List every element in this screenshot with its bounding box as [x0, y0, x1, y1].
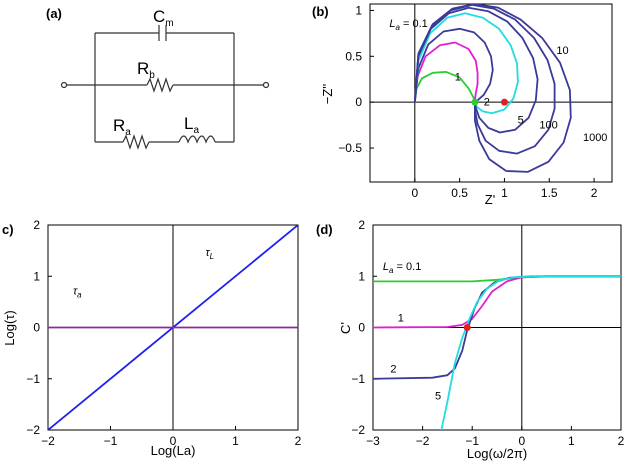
y-tick-label: −2: [26, 423, 40, 437]
label-ra: Ra: [113, 116, 131, 138]
y-tick-label: 0: [33, 321, 40, 335]
x-tick-label: 2: [295, 434, 302, 448]
y-tick-label: 2: [33, 218, 40, 232]
curve-label: 10: [556, 45, 568, 57]
panel-c-label: c): [2, 222, 14, 237]
point-marker: [463, 324, 471, 331]
panel-d-label: (d): [316, 222, 333, 237]
curve-label: 5: [435, 390, 441, 402]
resistor-rb: [146, 77, 174, 93]
x-tick-label: 2: [591, 186, 598, 200]
series-line-La-0-1: [413, 71, 476, 103]
series-line-5: [440, 275, 621, 430]
curve-label: τL: [206, 247, 215, 261]
x-tick-label: 0: [518, 434, 525, 448]
terminal-left: [60, 81, 68, 89]
y-tick-label: 2: [358, 218, 365, 232]
y-tick-label: −1: [26, 372, 40, 386]
panel-c-tau: c) −2 −1 0 1 2 2 1 0 −1 −2 Log(La) Log(τ) τL τa: [2, 218, 302, 458]
curve-label: 2: [390, 364, 396, 376]
y-tick-label: 0.5: [345, 49, 362, 63]
series-line-2: [413, 27, 494, 103]
x-tick-label: 0: [411, 186, 418, 200]
y-axis-label: C': [338, 322, 353, 334]
x-tick-label: 1: [232, 434, 239, 448]
label-rb: Rb: [137, 59, 155, 81]
resistor-ra: [122, 134, 150, 150]
curve-label: La = 0.1: [383, 261, 421, 275]
y-axis-label: −Z'': [320, 84, 335, 105]
x-tick-label: 1: [501, 186, 508, 200]
curve-label: 5: [518, 114, 524, 126]
panel-a: (a) Cm Rb Ra La: [46, 6, 270, 150]
x-tick-label: 1.5: [541, 186, 558, 200]
x-axis-label: Log(ω/2π): [467, 446, 527, 461]
curve-label: La = 0.1: [389, 18, 427, 32]
point-marker: [500, 98, 508, 106]
point-marker: [471, 98, 479, 106]
curve-label: 1: [398, 312, 404, 324]
terminal-right: [262, 81, 270, 89]
series-line-1: [373, 275, 621, 329]
y-tick-label: 1: [358, 269, 365, 283]
label-la: La: [184, 114, 199, 136]
x-tick-label: 0.5: [451, 186, 468, 200]
curve-label: 1: [455, 72, 461, 84]
panel-b-frame: [369, 3, 613, 183]
series-line-1000: [413, 4, 572, 173]
x-tick-label: −3: [366, 434, 380, 448]
panel-b-nyquist: (b) 0 0.5 1 1.5 2 1 0.5 0 −0.5 Z' −Z'' La = 0.1 1 2 5 1…: [312, 3, 613, 207]
label-cm: Cm: [153, 7, 174, 29]
y-tick-label: 1: [355, 3, 362, 17]
curve-label: 100: [539, 120, 557, 132]
y-tick-label: −2: [351, 423, 365, 437]
y-tick-label: 1: [33, 269, 40, 283]
inductor-la: [178, 135, 216, 144]
x-tick-label: 2: [618, 434, 625, 448]
x-tick-label: −2: [416, 434, 430, 448]
x-tick-label: 1: [568, 434, 575, 448]
y-tick-label: −0.5: [338, 141, 362, 155]
curve-label: 1000: [583, 132, 607, 144]
series-line-5: [413, 12, 519, 115]
y-tick-label: −1: [351, 372, 365, 386]
series-line-10: [413, 6, 539, 134]
curve-label: 2: [484, 96, 490, 108]
x-tick-label: 0: [170, 434, 177, 448]
y-axis-label: Log(τ): [2, 310, 17, 345]
panel-b-label: (b): [312, 4, 329, 19]
panel-a-label: (a): [46, 6, 62, 21]
x-tick-label: −2: [41, 434, 55, 448]
curve-label: τa: [73, 286, 82, 300]
x-axis-label: Log(La): [151, 443, 196, 458]
series-line-1: [413, 41, 479, 103]
x-tick-label: −1: [465, 434, 479, 448]
y-tick-label: 0: [355, 95, 362, 109]
x-axis-label: Z': [485, 192, 495, 207]
x-tick-label: −1: [104, 434, 118, 448]
y-tick-label: 0: [358, 321, 365, 335]
circuit-diagram: [60, 25, 270, 150]
